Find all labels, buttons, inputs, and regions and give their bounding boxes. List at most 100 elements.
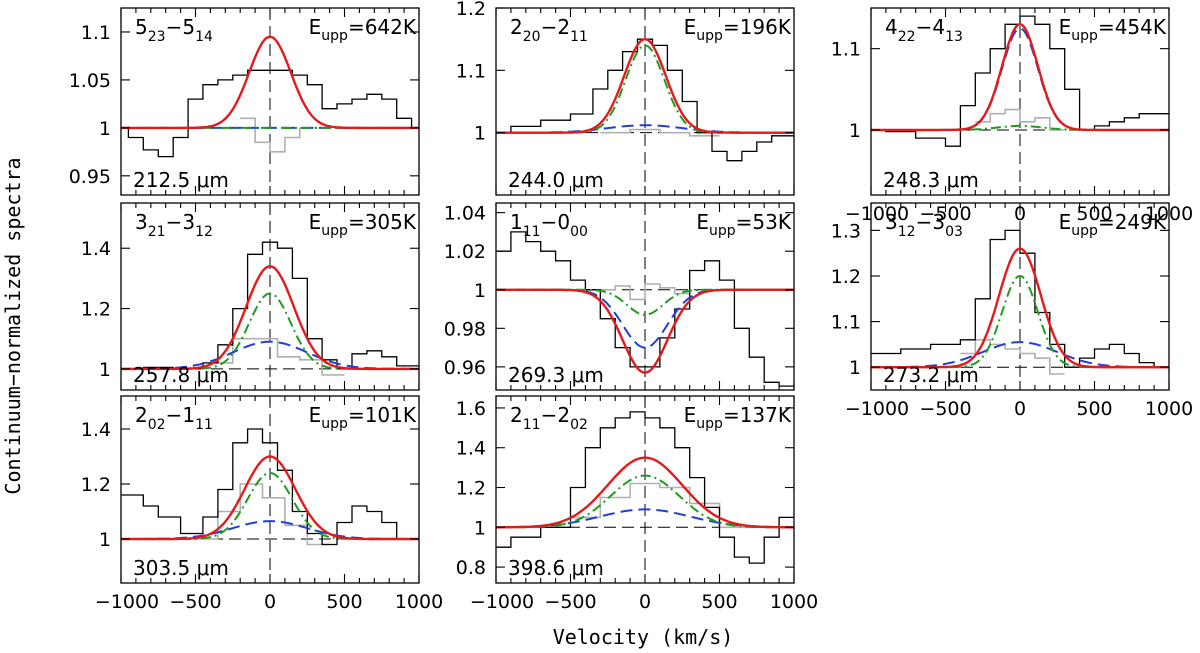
y-tick-label: 1.3 xyxy=(831,220,861,242)
y-tick-label: 1.1 xyxy=(831,39,861,61)
residual-spectrum xyxy=(570,482,750,529)
y-tick-label: 1.2 xyxy=(81,474,111,496)
x-tick-label: 0 xyxy=(264,591,276,613)
plot-area xyxy=(496,203,794,390)
x-tick-label: −1000 xyxy=(95,591,159,613)
x-tick-label: −1000 xyxy=(845,398,909,420)
wavelength-label: 269.3 μm xyxy=(508,363,604,387)
total-fit-curve xyxy=(871,23,1169,132)
wavelength-label: 212.5 μm xyxy=(133,168,229,192)
y-tick-label: 1 xyxy=(474,123,486,145)
panel-p111: 0.96 0.98 1 1.02 1.04 111−000 Eupp=53K 269.3 μm xyxy=(444,202,795,391)
x-tick-label: 500 xyxy=(1076,203,1112,225)
y-tick-label: 1.2 xyxy=(81,299,111,321)
narrow-component-fit xyxy=(496,124,794,134)
x-tick-label: 1000 xyxy=(1145,398,1193,420)
y-tick-label: 0.98 xyxy=(444,318,486,340)
upper-energy-label: Eupp=249K xyxy=(1059,210,1167,239)
wavelength-label: 303.5 μm xyxy=(133,556,229,580)
x-tick-label: −500 xyxy=(919,398,971,420)
x-tick-label: 1000 xyxy=(395,591,443,613)
total-fit-curve xyxy=(496,456,794,529)
panel-p220: 1 1.1 1.2 220−211 Eupp=196K 244.0 μm xyxy=(456,0,795,196)
total-fit-curve xyxy=(121,265,419,371)
residual-spectrum xyxy=(240,117,315,153)
x-tick-label: 0 xyxy=(1014,398,1026,420)
transition-label: 211−202 xyxy=(510,403,588,433)
plot-area xyxy=(871,203,1169,390)
y-tick-label: 1.4 xyxy=(456,438,486,460)
y-tick-label: 1.1 xyxy=(831,312,861,334)
total-fit-curve xyxy=(121,35,419,130)
transition-label: 422−413 xyxy=(885,15,963,45)
y-tick-label: 1.4 xyxy=(81,238,111,260)
residual-spectrum xyxy=(600,128,720,137)
transition-label: 523−514 xyxy=(135,15,213,45)
panel-p312: −1000 −500 0 500 1000 1 1.1 1.2 1.3 312−303 Eupp=2… xyxy=(831,202,1193,420)
narrow-component-fit xyxy=(496,508,794,529)
transition-label: 321−312 xyxy=(135,210,213,240)
plot-area xyxy=(121,396,419,583)
x-tick-label: 500 xyxy=(1076,398,1112,420)
y-axis-title: Continuum−normalized spectra xyxy=(1,157,25,494)
total-fit-curve xyxy=(496,288,794,374)
observed-spectrum xyxy=(496,38,794,162)
upper-energy-label: Eupp=53K xyxy=(696,210,792,239)
y-tick-label: 1 xyxy=(474,517,486,539)
y-tick-label: 1.05 xyxy=(69,70,111,92)
y-tick-label: 1 xyxy=(474,280,486,302)
y-tick-label: 1 xyxy=(99,529,111,551)
y-tick-label: 0.96 xyxy=(444,357,486,379)
upper-energy-label: Eupp=196K xyxy=(684,15,792,44)
observed-spectrum xyxy=(121,69,419,158)
wavelength-label: 248.3 μm xyxy=(883,168,979,192)
residual-spectrum xyxy=(975,108,1065,131)
observed-spectrum xyxy=(121,241,419,370)
panel-p211: −1000 −500 0 500 1000 0.8 1 1.2 1.4 1.6 211−202 Eup… xyxy=(456,395,818,613)
y-tick-label: 1 xyxy=(99,118,111,140)
y-tick-label: 1.04 xyxy=(444,203,486,225)
upper-energy-label: Eupp=101K xyxy=(309,403,417,432)
plot-area xyxy=(496,396,794,583)
wavelength-label: 257.8 μm xyxy=(133,363,229,387)
x-tick-label: 500 xyxy=(701,591,737,613)
y-tick-label: 1.2 xyxy=(456,0,486,20)
transition-label: 202−111 xyxy=(135,403,213,433)
plot-area xyxy=(121,203,419,390)
wavelength-label: 244.0 μm xyxy=(508,168,604,192)
observed-spectrum xyxy=(496,231,794,387)
panel-p523: 0.95 1 1.05 1.1 523−514 Eupp=642K 212.5 μm xyxy=(69,7,420,196)
y-tick-label: 1 xyxy=(849,357,861,379)
observed-spectrum xyxy=(121,428,419,546)
panels-group: 0.95 1 1.05 1.1 523−514 Eupp=642K 212.5 μm 1 1.1… xyxy=(69,0,1193,613)
plot-area xyxy=(121,8,419,195)
y-tick-label: 1.2 xyxy=(456,478,486,500)
plot-area xyxy=(496,8,794,195)
transition-label: 111−000 xyxy=(510,210,588,240)
residual-spectrum xyxy=(210,337,345,376)
total-fit-curve xyxy=(871,247,1169,369)
upper-energy-label: Eupp=454K xyxy=(1059,15,1167,44)
total-fit-curve xyxy=(496,37,794,134)
wavelength-label: 398.6 μm xyxy=(508,556,604,580)
y-tick-label: 1.2 xyxy=(831,266,861,288)
x-tick-label: −500 xyxy=(919,203,971,225)
residual-spectrum xyxy=(960,339,1065,375)
y-tick-label: 1.4 xyxy=(81,419,111,441)
total-fit-curve xyxy=(121,455,419,541)
observed-spectrum xyxy=(871,229,1169,368)
upper-energy-label: Eupp=137K xyxy=(684,403,792,432)
wavelength-label: 273.2 μm xyxy=(883,363,979,387)
x-tick-label: −500 xyxy=(169,591,221,613)
x-tick-label: −1000 xyxy=(470,591,534,613)
x-tick-label: −500 xyxy=(544,591,596,613)
broad-component-fit xyxy=(496,474,794,529)
x-tick-label: −1000 xyxy=(845,203,909,225)
transition-label: 220−211 xyxy=(510,15,588,45)
y-tick-label: 1.02 xyxy=(444,241,486,263)
observed-spectrum xyxy=(496,411,794,564)
transition-label: 312−303 xyxy=(885,210,963,240)
y-tick-label: 0.8 xyxy=(456,557,486,579)
